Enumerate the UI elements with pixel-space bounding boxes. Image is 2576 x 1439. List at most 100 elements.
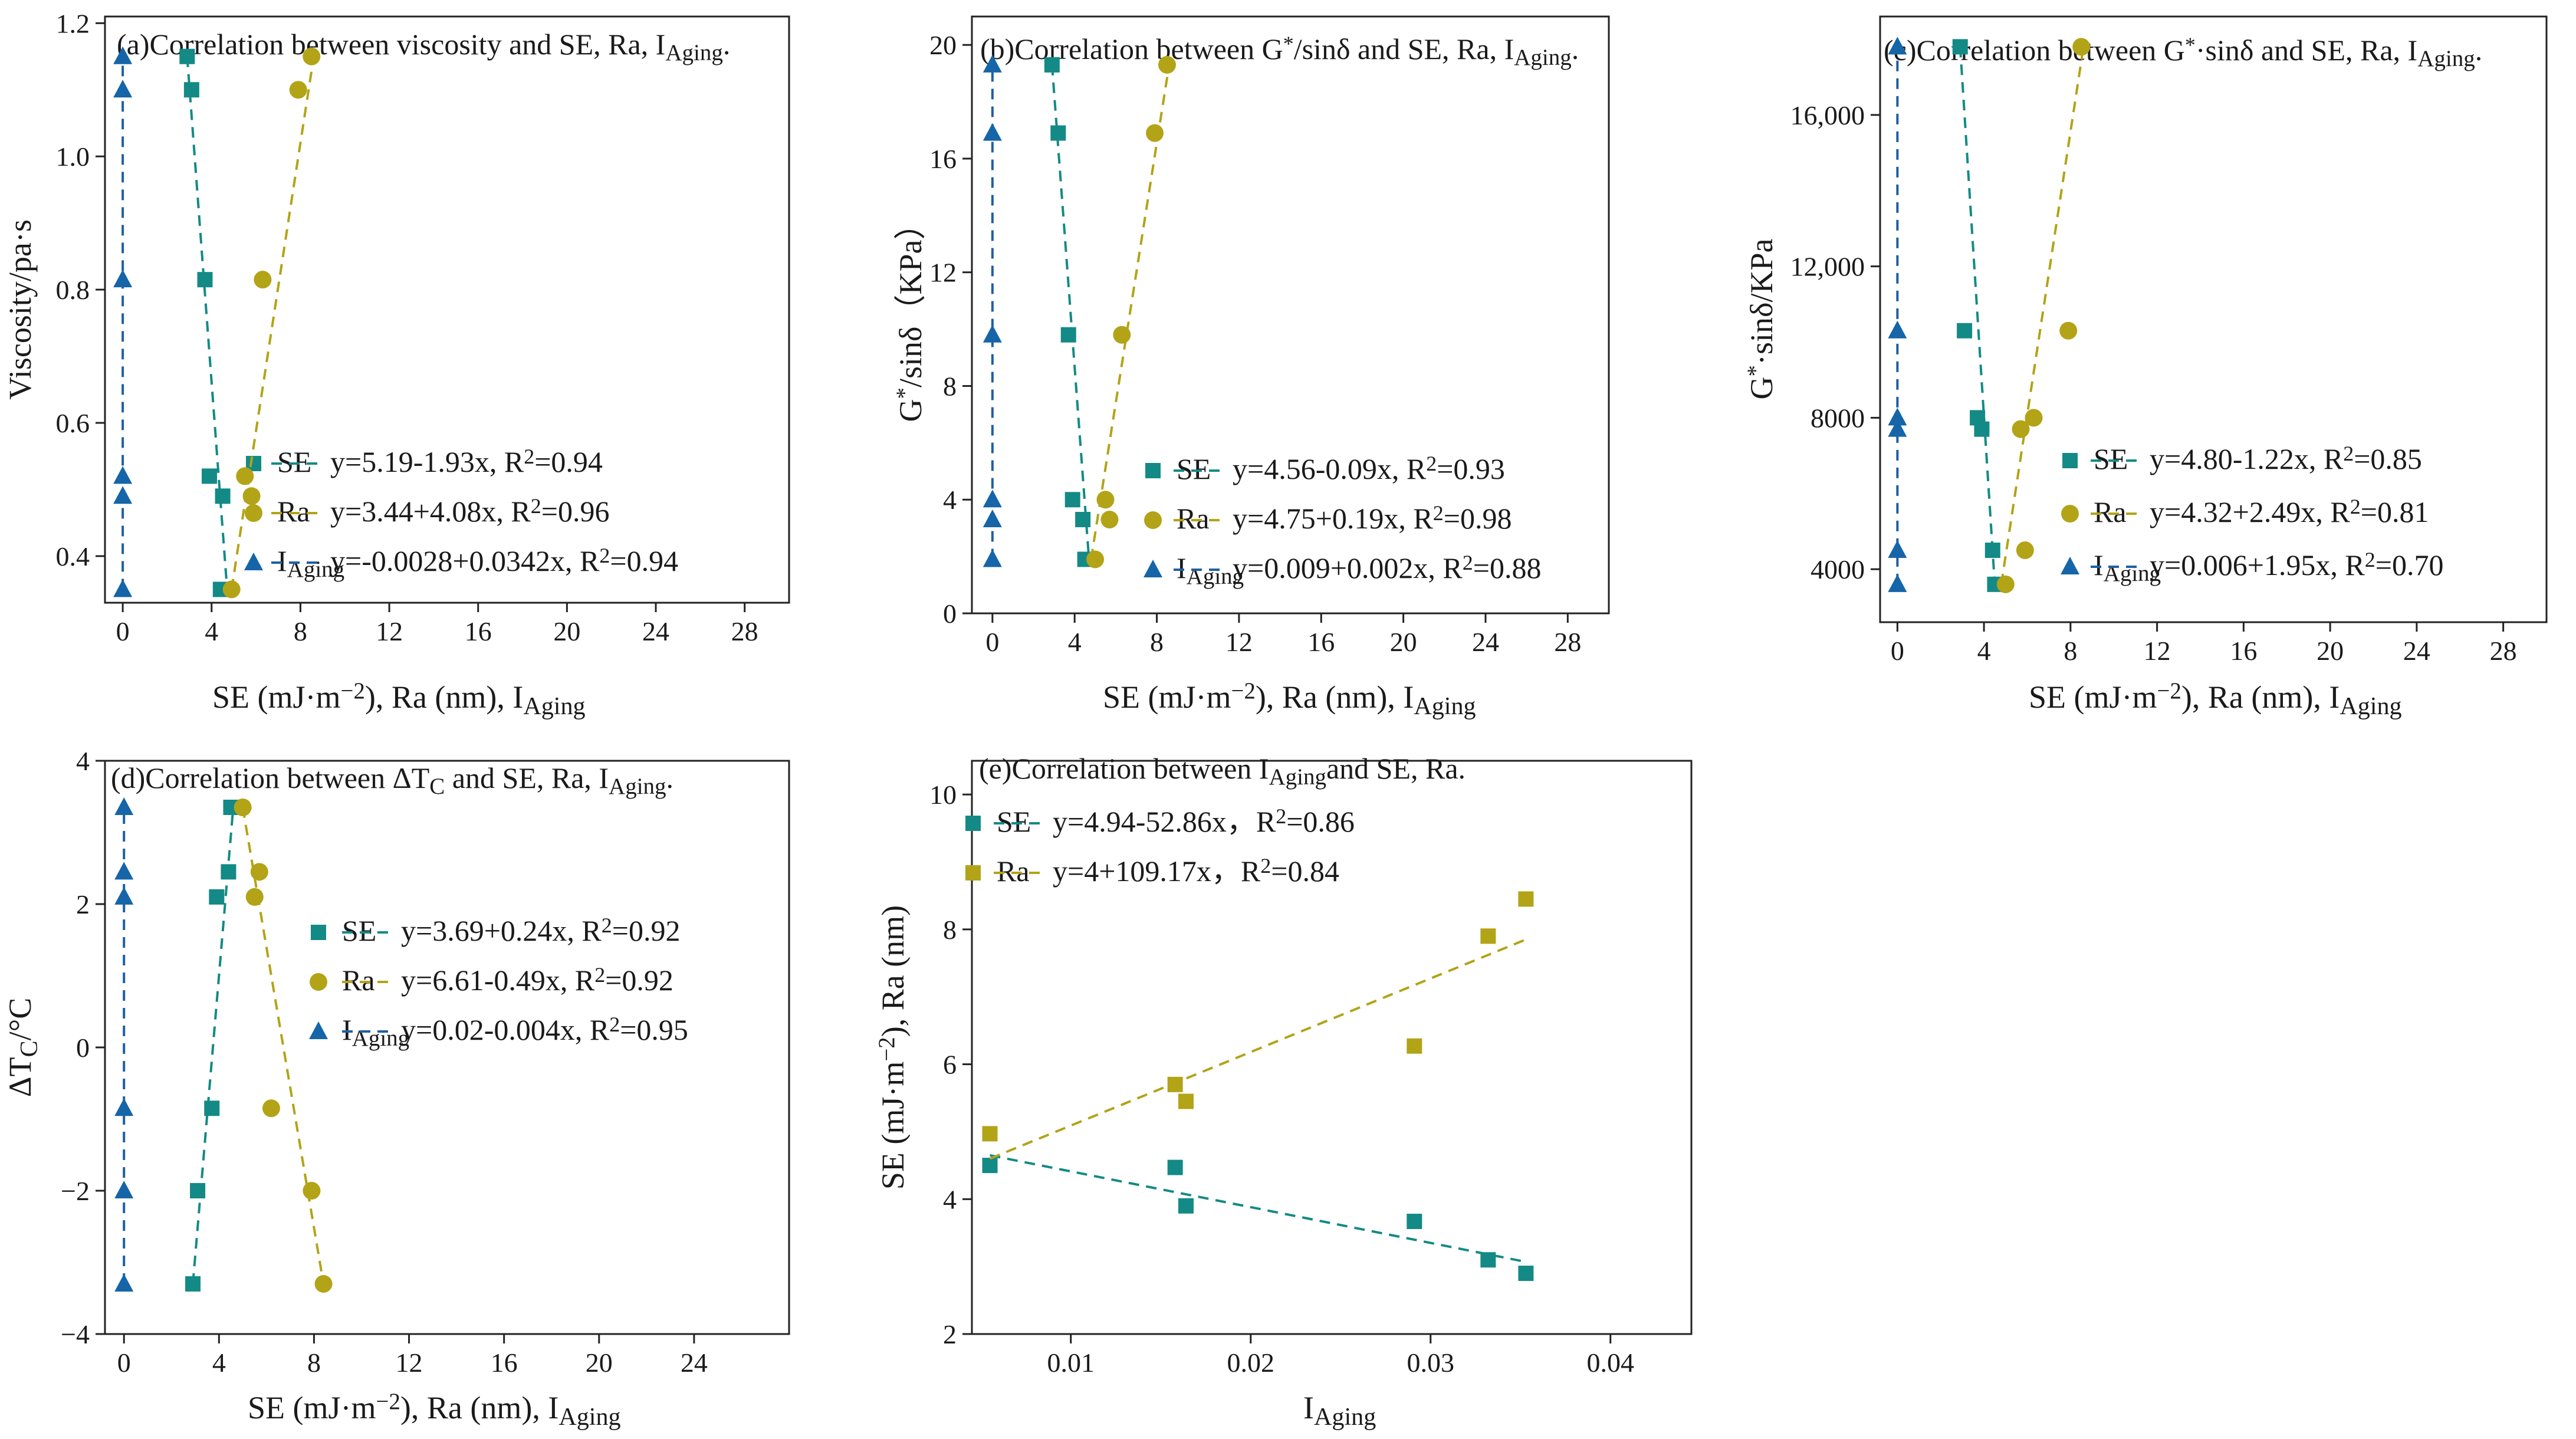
x-tick-label: 0.04 bbox=[1587, 1348, 1635, 1378]
legend-label: IAging bbox=[277, 544, 344, 582]
legend-equation: y=-0.0028+0.0342x, R2=0.94 bbox=[330, 544, 678, 577]
x-axis-label: SE (mJ·m−2), Ra (nm), IAging bbox=[212, 678, 586, 720]
y-tick-label: 6 bbox=[943, 1050, 957, 1080]
x-tick-label: 0 bbox=[116, 616, 130, 646]
x-tick-label: 28 bbox=[1554, 627, 1581, 657]
chart-title: (e)Correlation between IAgingand SE, Ra. bbox=[979, 752, 1466, 790]
data-point-se bbox=[1075, 511, 1091, 527]
data-point-iaging bbox=[1888, 37, 1907, 55]
y-tick-label: 4 bbox=[943, 485, 957, 515]
y-axis-label: G*·sinδ/KPa bbox=[1743, 239, 1779, 400]
legend-label: SE bbox=[277, 445, 311, 478]
legend-marker-se bbox=[965, 816, 981, 831]
legend-marker-se bbox=[311, 925, 326, 940]
legend-marker-iaging bbox=[2061, 557, 2079, 574]
data-point-ra bbox=[303, 1182, 321, 1200]
data-point-se bbox=[1984, 543, 2000, 558]
legend-label: Ra bbox=[1177, 502, 1210, 535]
data-point-ra bbox=[254, 271, 272, 289]
fit-line-ra bbox=[989, 938, 1527, 1160]
data-point-se bbox=[1970, 410, 1986, 426]
data-point-se bbox=[190, 1183, 206, 1198]
data-point-ra bbox=[262, 1099, 280, 1118]
x-tick-label: 8 bbox=[1150, 627, 1164, 657]
y-tick-label: 10 bbox=[929, 780, 957, 810]
data-point-iaging bbox=[1888, 574, 1907, 592]
y-tick-label: 16 bbox=[929, 144, 957, 174]
data-point-iaging bbox=[1888, 540, 1907, 558]
fit-line-ra bbox=[1090, 64, 1171, 560]
x-tick-label: 8 bbox=[294, 616, 307, 646]
legend-marker-iaging bbox=[244, 553, 263, 570]
data-point-ra bbox=[2025, 409, 2043, 427]
data-point-iaging bbox=[114, 1098, 134, 1116]
plot-frame bbox=[971, 760, 1693, 1335]
data-point-iaging bbox=[114, 862, 134, 880]
data-point-se bbox=[179, 48, 195, 64]
y-tick-label: −4 bbox=[61, 1319, 90, 1349]
legend-equation: y=4+109.17x，R2=0.84 bbox=[1053, 854, 1339, 888]
panel-c: 0 4 8 12 16 20 24 28 4000 8000 12,000 16,000 (c)Corr… bbox=[1743, 15, 2548, 720]
data-point-ra bbox=[1407, 1038, 1422, 1054]
chart-title: (b)Correlation between G*/sinδ and SE, R… bbox=[980, 32, 1579, 70]
fit-line-se bbox=[1959, 47, 1996, 584]
x-tick-label: 8 bbox=[307, 1348, 321, 1378]
y-tick-label: 4 bbox=[76, 746, 90, 776]
plot-frame bbox=[971, 15, 1610, 615]
data-point-iaging bbox=[114, 797, 134, 815]
legend-equation: y=0.006+1.95x, R2=0.70 bbox=[2150, 548, 2443, 581]
data-point-ra bbox=[245, 888, 264, 906]
x-tick-label: 0.02 bbox=[1227, 1348, 1275, 1378]
legend-label: SE bbox=[1177, 452, 1211, 485]
x-tick-label: 16 bbox=[1307, 627, 1335, 657]
legend-label: SE bbox=[2094, 442, 2128, 475]
x-tick-label: 12 bbox=[396, 1348, 423, 1378]
data-point-iaging bbox=[113, 46, 133, 64]
fit-line-se bbox=[1050, 64, 1090, 560]
data-point-ra bbox=[2072, 38, 2091, 56]
y-tick-label: 2 bbox=[943, 1319, 957, 1349]
x-tick-label: 16 bbox=[465, 616, 492, 646]
data-point-ra bbox=[1158, 55, 1176, 74]
data-point-se bbox=[197, 272, 213, 288]
data-point-ra bbox=[242, 487, 261, 505]
y-tick-label: 8000 bbox=[1811, 403, 1865, 433]
y-tick-label: −2 bbox=[61, 1176, 90, 1206]
data-point-se bbox=[221, 864, 236, 880]
data-point-ra bbox=[222, 580, 241, 599]
plot-frame bbox=[104, 760, 790, 1335]
legend-equation: y=5.19-1.93x, R2=0.94 bbox=[330, 445, 603, 478]
data-point-se bbox=[1064, 492, 1080, 508]
y-tick-label: 0.4 bbox=[56, 541, 90, 571]
data-point-iaging bbox=[113, 486, 133, 504]
fit-line-ra bbox=[2000, 47, 2085, 585]
legend-equation: y=4.32+2.49x, R2=0.81 bbox=[2150, 495, 2429, 528]
y-tick-label: 20 bbox=[929, 30, 957, 60]
data-point-se bbox=[215, 488, 231, 504]
x-tick-label: 28 bbox=[731, 616, 758, 646]
legend-label: Ra bbox=[2094, 495, 2127, 528]
legend-label: IAging bbox=[1177, 551, 1244, 589]
legend-label: IAging bbox=[2094, 548, 2161, 586]
x-tick-label: 16 bbox=[491, 1348, 518, 1378]
data-point-iaging bbox=[113, 80, 133, 98]
data-point-se bbox=[202, 468, 218, 484]
legend-label: Ra bbox=[997, 855, 1030, 888]
legend-equation: y=3.44+4.08x, R2=0.96 bbox=[330, 494, 609, 528]
data-point-ra bbox=[303, 47, 321, 65]
legend-label: Ra bbox=[277, 495, 310, 528]
data-point-se bbox=[183, 82, 199, 98]
data-point-ra bbox=[250, 863, 268, 881]
data-point-iaging bbox=[1888, 419, 1907, 437]
legend-marker-se bbox=[1145, 463, 1161, 478]
legend-equation: y=0.02-0.004x, R2=0.95 bbox=[401, 1013, 688, 1046]
data-point-iaging bbox=[983, 489, 1002, 508]
y-tick-label: 8 bbox=[943, 371, 957, 401]
data-point-iaging bbox=[1888, 408, 1907, 426]
data-point-ra bbox=[1178, 1093, 1194, 1109]
data-point-ra bbox=[1518, 891, 1534, 907]
legend-label: SE bbox=[342, 914, 376, 947]
data-point-ra bbox=[2012, 420, 2030, 438]
chart-title: (a)Correlation between viscosity and SE,… bbox=[117, 28, 730, 65]
y-tick-label: 4 bbox=[943, 1184, 957, 1214]
